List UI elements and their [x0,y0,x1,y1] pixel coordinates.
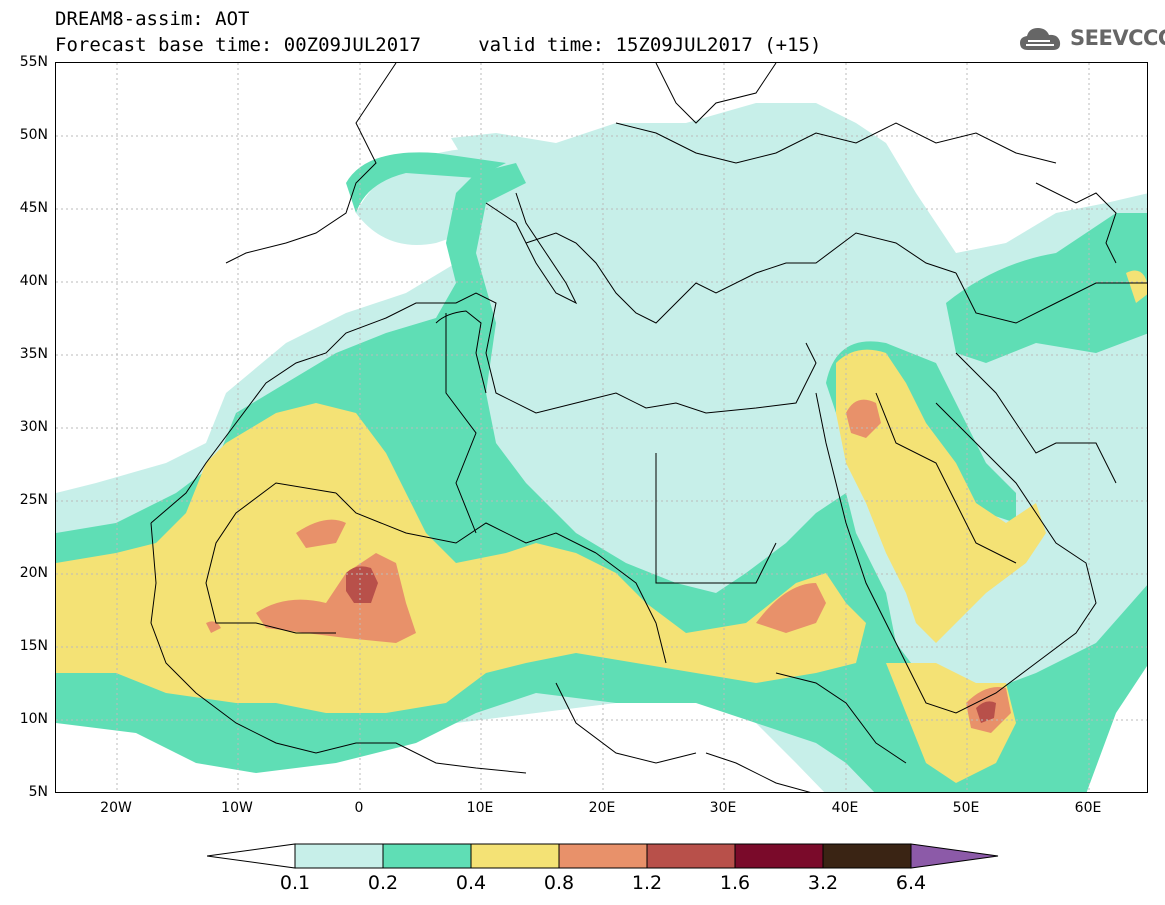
lat-label-20n: 20N [19,565,48,581]
lat-label-10n: 10N [19,711,48,727]
aot-map [55,62,1148,793]
lon-label-40e: 40E [831,800,859,816]
lat-label-45n: 45N [19,200,48,216]
lon-label-20e: 20E [588,800,616,816]
colorbar-label-1-2: 1.2 [631,872,663,894]
color-scale-bar [207,843,999,869]
seevccc-logo-text: SEEVCCC [1070,26,1165,50]
lat-label-25n: 25N [19,492,48,508]
lat-label-55n: 55N [19,54,48,70]
cloud-logo-icon [1020,28,1061,50]
colorbar-label-3-2: 3.2 [807,872,839,894]
lat-label-5n: 5N [28,784,48,800]
lon-label-50e: 50E [952,800,980,816]
lon-label-20w: 20W [100,800,132,816]
lat-label-15n: 15N [19,638,48,654]
colorbar-label-0-4: 0.4 [455,872,487,894]
aot-level-0-8-region [206,399,1011,733]
lon-label-10e: 10E [466,800,494,816]
aot-level-1-2-region [346,566,996,723]
lat-label-30n: 30N [19,419,48,435]
forecast-time-subtitle: Forecast base time: 00Z09JUL2017 valid t… [55,34,822,56]
graticule [56,63,1147,792]
colorbar-label-0-1: 0.1 [279,872,311,894]
lon-label-30e: 30E [709,800,737,816]
colorbar-label-6-4: 6.4 [895,872,927,894]
country-borders [150,63,1147,792]
chart-title: DREAM8-assim: AOT [55,8,250,30]
lon-label-60e: 60E [1074,800,1102,816]
lon-label-10w: 10W [221,800,253,816]
lon-label-0: 0 [354,800,364,816]
lat-label-50n: 50N [19,127,48,143]
colorbar-label-1-6: 1.6 [719,872,751,894]
lat-label-40n: 40N [19,273,48,289]
colorbar-label-0-2: 0.2 [367,872,399,894]
colorbar-label-0-8: 0.8 [543,872,575,894]
lat-label-35n: 35N [19,346,48,362]
